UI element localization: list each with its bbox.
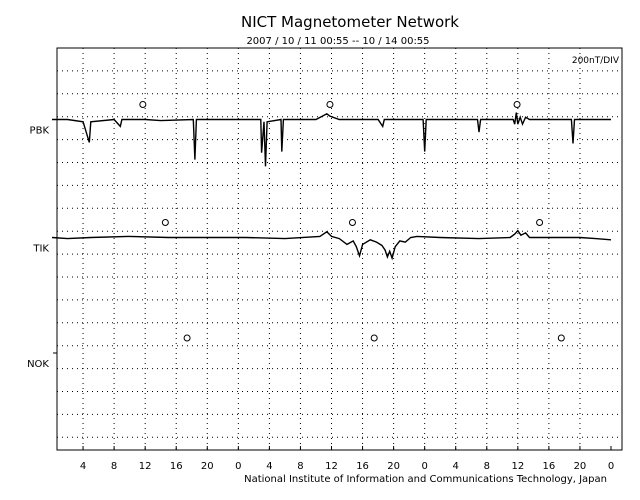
scale-label: 200nT/DIV [572, 56, 620, 66]
x-tick-label: 4 [80, 461, 86, 472]
x-tick-label: 20 [201, 461, 214, 472]
noon-marker [557, 334, 565, 342]
noon-marker [183, 334, 191, 342]
noon-marker [513, 101, 521, 108]
grid [57, 48, 622, 450]
x-tick-label: 8 [484, 461, 490, 472]
noon-marker [348, 219, 356, 226]
station-label-pbk: PBK [30, 126, 50, 137]
x-tick-label: 12 [511, 461, 524, 472]
x-tick-label: 16 [356, 461, 369, 472]
noon-marker [139, 101, 147, 108]
credit-text: National Institute of Information and Co… [244, 474, 607, 485]
x-tick-label: 12 [139, 461, 152, 472]
x-tick-label: 4 [266, 461, 272, 472]
station-label-nok: NOK [27, 359, 49, 370]
x-tick-label: 4 [453, 461, 459, 472]
x-tick-label: 20 [574, 461, 587, 472]
noon-marker [161, 219, 169, 226]
x-tick-label: 12 [325, 461, 338, 472]
noon-marker [326, 101, 334, 108]
station-traces: PBK TIK NOK [27, 101, 612, 370]
x-tick-label: 8 [297, 461, 303, 472]
x-tick-label: 20 [387, 461, 400, 472]
x-tick-label: 16 [170, 461, 183, 472]
x-tick-label: 16 [543, 461, 556, 472]
x-tick-label: 0 [608, 461, 614, 472]
chart-subtitle: 2007 / 10 / 11 00:55 -- 10 / 14 00:55 [246, 36, 429, 47]
x-tick-label: 0 [421, 461, 427, 472]
noon-marker [536, 219, 544, 226]
trace-pbk [52, 112, 611, 167]
x-tick-label: 8 [111, 461, 117, 472]
noon-marker [370, 334, 378, 342]
plot-frame [56, 47, 623, 451]
x-tick-label: 0 [235, 461, 241, 472]
station-label-tik: TIK [32, 244, 49, 255]
chart-title: NICT Magnetometer Network [241, 13, 459, 31]
trace-tik [51, 229, 612, 261]
x-axis: 4 8 12 16 20 0 4 8 12 16 20 0 4 8 12 16 20 0 [80, 446, 614, 472]
